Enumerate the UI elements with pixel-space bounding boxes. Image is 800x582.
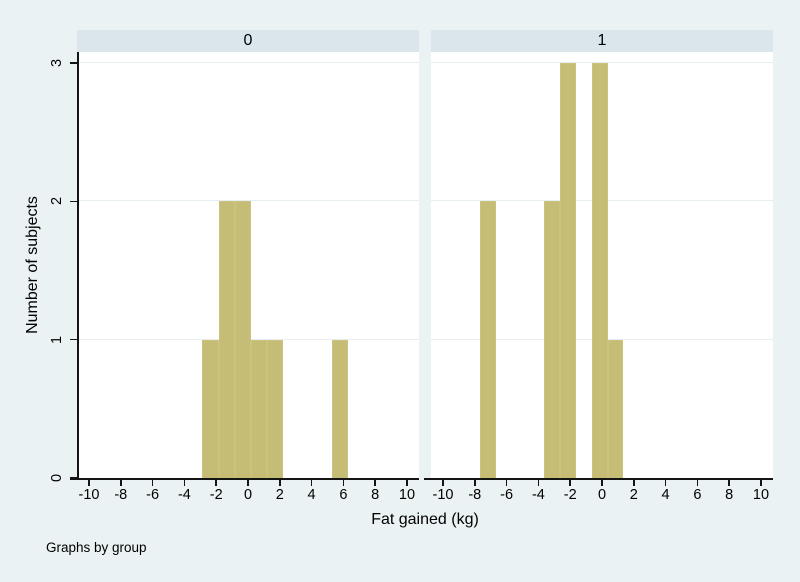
x-tick-mark xyxy=(474,479,476,486)
x-tick-mark xyxy=(215,479,217,486)
x-tick-mark xyxy=(505,479,508,486)
x-tick-label: -10 xyxy=(78,487,100,503)
gridline-y3 xyxy=(431,62,773,64)
x-tick-label: -2 xyxy=(209,487,223,503)
x-tick-label: 6 xyxy=(693,487,702,503)
y-tick-mark xyxy=(70,200,77,203)
x-tick-label: -2 xyxy=(563,487,577,503)
histogram-bar xyxy=(591,63,608,478)
x-tick-label: 10 xyxy=(398,487,416,503)
x-tick-mark xyxy=(279,479,281,486)
histogram-bar xyxy=(332,339,349,478)
x-tick-mark xyxy=(442,479,444,486)
y-tick-label: 1 xyxy=(48,335,65,344)
by-group-note: Graphs by group xyxy=(46,540,147,555)
x-tick-mark xyxy=(120,479,122,486)
y-axis-line xyxy=(77,52,79,480)
x-tick-label: 4 xyxy=(307,487,316,503)
x-tick-mark xyxy=(151,479,154,486)
x-tick-label: 6 xyxy=(339,487,348,503)
x-axis-line xyxy=(424,478,773,480)
plot-area-group-1 xyxy=(431,52,773,478)
x-tick-label: 10 xyxy=(752,487,770,503)
x-tick-label: 8 xyxy=(725,487,734,503)
y-tick-label: 3 xyxy=(48,59,65,68)
histogram-bar xyxy=(251,339,268,478)
x-tick-label: -8 xyxy=(468,487,482,503)
x-tick-label: -6 xyxy=(500,487,514,503)
x-tick-mark xyxy=(569,479,571,486)
y-tick-label: 0 xyxy=(48,473,65,483)
x-tick-mark xyxy=(183,479,186,486)
x-tick-mark xyxy=(374,479,376,486)
x-tick-mark xyxy=(760,479,762,486)
x-tick-label: -4 xyxy=(531,487,545,503)
x-tick-label: 2 xyxy=(275,487,284,503)
x-tick-label: -10 xyxy=(432,487,454,503)
histogram-bar xyxy=(234,201,251,478)
histogram-bar xyxy=(267,339,284,478)
panel-strip-0: 0 xyxy=(77,30,419,52)
y-tick-label: 2 xyxy=(48,197,65,206)
histogram-bar xyxy=(218,201,235,478)
x-tick-mark xyxy=(633,479,635,486)
x-tick-label: 8 xyxy=(371,487,380,503)
x-axis-title: Fat gained (kg) xyxy=(371,511,479,528)
x-tick-mark xyxy=(247,479,249,486)
x-tick-label: 4 xyxy=(661,487,670,503)
panel-strip-label: 0 xyxy=(243,32,253,49)
x-tick-mark xyxy=(88,479,90,486)
x-tick-mark xyxy=(342,479,345,486)
gridline-y2 xyxy=(77,200,419,202)
panel-strip-1: 1 xyxy=(431,30,773,52)
x-tick-label: 2 xyxy=(629,487,638,503)
x-tick-mark xyxy=(728,479,730,486)
x-tick-label: 0 xyxy=(243,487,253,503)
x-tick-mark xyxy=(664,479,667,486)
y-tick-mark xyxy=(70,477,77,479)
x-tick-label: -4 xyxy=(177,487,191,503)
x-tick-label: -8 xyxy=(114,487,128,503)
x-tick-mark xyxy=(406,479,408,486)
histogram-bar xyxy=(543,201,560,478)
gridline-y3 xyxy=(77,62,419,64)
x-tick-label: -6 xyxy=(146,487,160,503)
x-tick-mark xyxy=(696,479,699,486)
histogram-bar xyxy=(607,339,624,478)
x-tick-label: 0 xyxy=(597,487,607,503)
y-axis-title: Number of subjects xyxy=(24,196,41,334)
y-tick-mark xyxy=(70,338,77,341)
histogram-bar xyxy=(202,339,219,478)
plot-area-group-0 xyxy=(77,52,419,478)
histogram-bar xyxy=(480,201,497,478)
panel-strip-label: 1 xyxy=(597,32,607,49)
y-tick-mark xyxy=(70,62,77,64)
x-tick-mark xyxy=(310,479,313,486)
x-tick-mark xyxy=(601,479,603,486)
x-axis-line xyxy=(70,478,419,480)
x-tick-mark xyxy=(537,479,540,486)
histogram-bar xyxy=(559,63,576,478)
